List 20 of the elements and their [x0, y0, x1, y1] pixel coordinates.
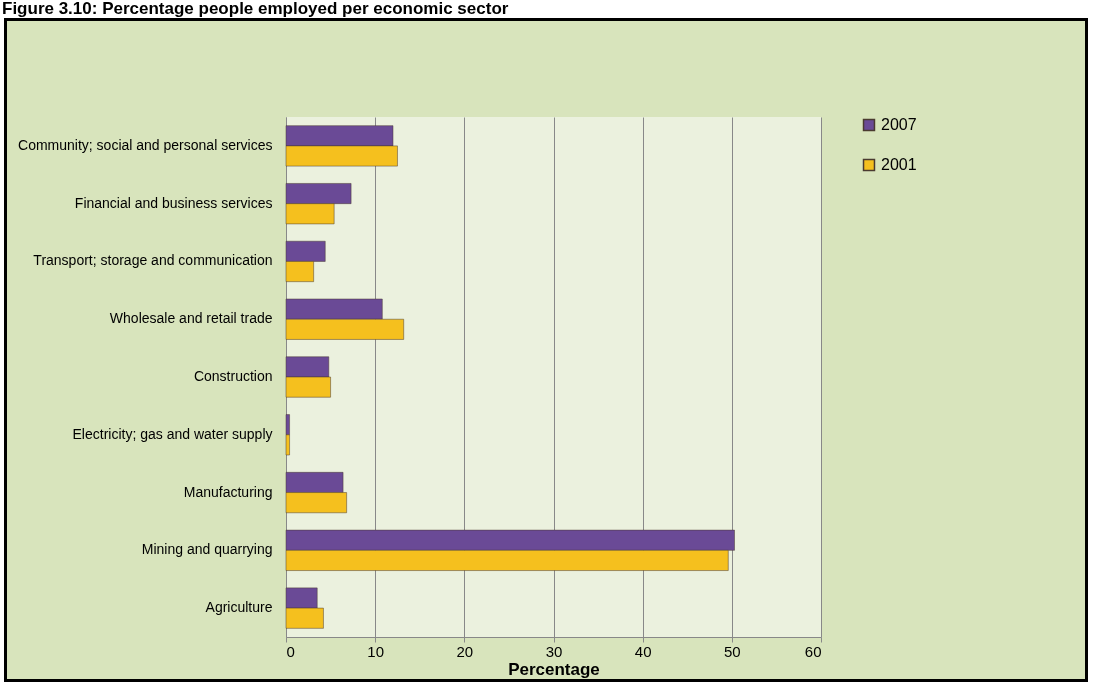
x-tick-label: 50 — [723, 642, 741, 660]
y-tick-label: Manufacturing — [183, 483, 273, 500]
x-tick-label: 0 — [286, 642, 295, 660]
y-tick-label: Construction — [193, 368, 273, 384]
y-tick-label: Agriculture — [205, 599, 273, 616]
x-tick-label: 30 — [545, 642, 563, 660]
x-axis-title: Percentage — [508, 659, 600, 679]
y-tick-label: Financial and business services — [74, 194, 273, 211]
y-tick-label: Wholesale and retail trade — [109, 310, 273, 327]
y-tick-label: Transport; storage and communication — [33, 252, 273, 269]
x-tick-label: 40 — [634, 642, 652, 660]
y-tick-label: Mining and quarrying — [141, 541, 273, 558]
x-tick-label: 10 — [367, 642, 385, 660]
legend-label: 2007 — [881, 116, 917, 133]
legend-label: 2001 — [881, 156, 917, 173]
x-tick-label: 60 — [804, 642, 822, 660]
y-tick-label: Electricity; gas and water supply — [72, 425, 273, 442]
x-tick-label: 20 — [456, 642, 474, 660]
chart-title: Figure 3.10: Percentage people employed per economic sector — [1, 0, 510, 18]
y-tick-label: Community; social and personal services — [18, 136, 273, 153]
